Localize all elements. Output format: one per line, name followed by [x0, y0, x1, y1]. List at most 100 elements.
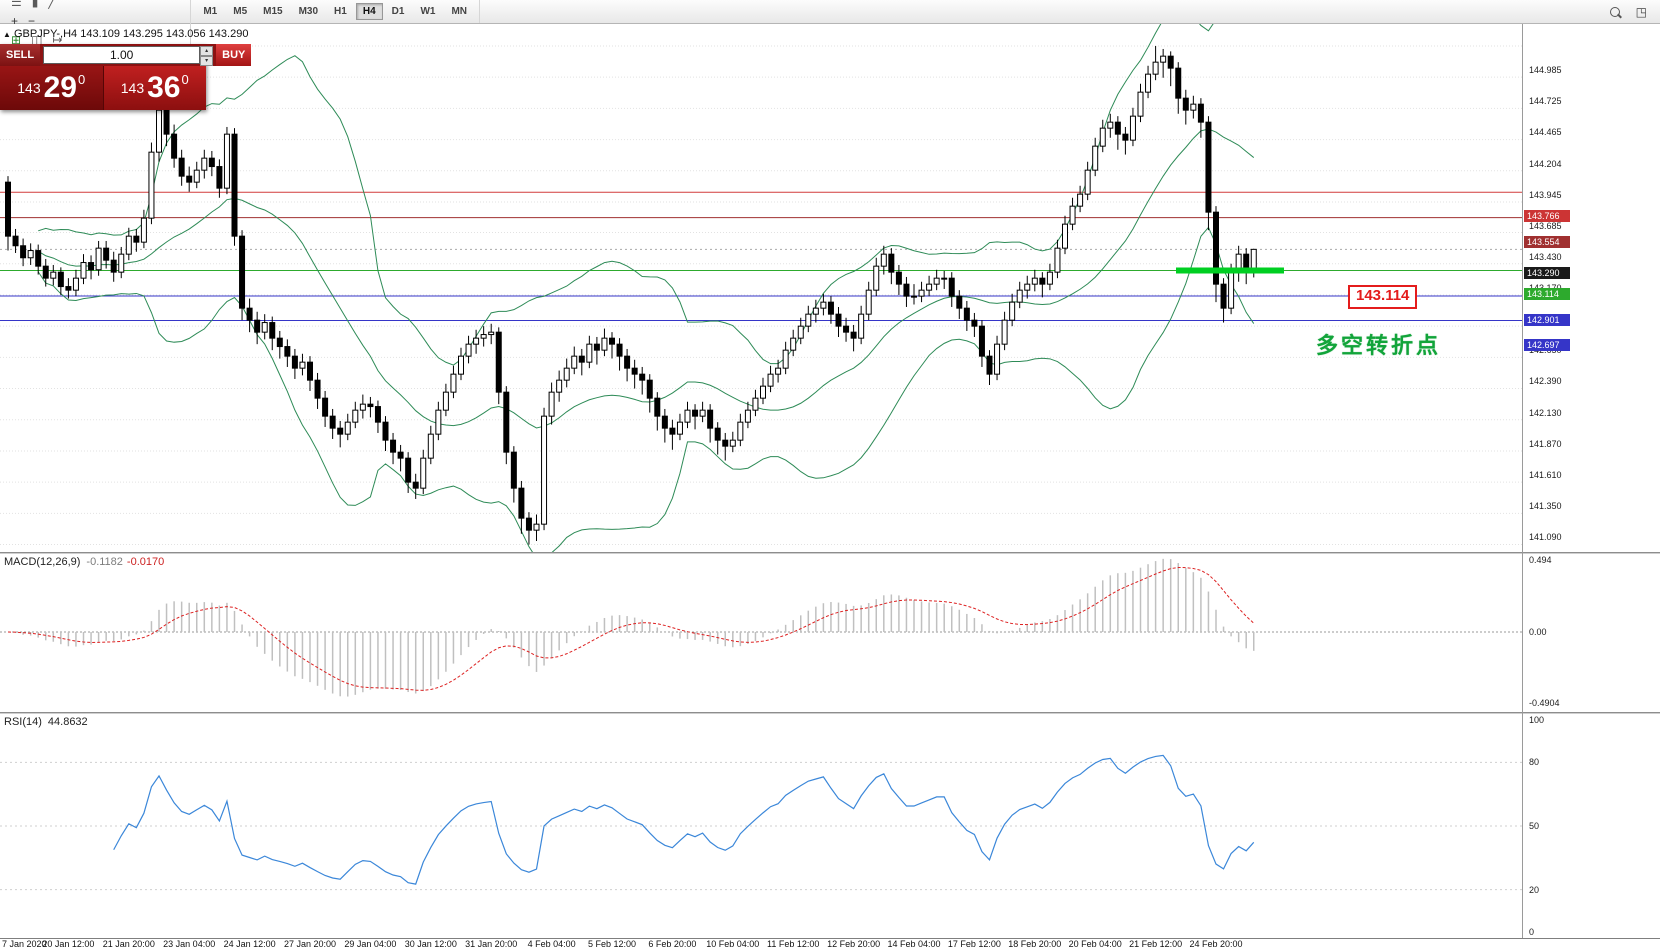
- zoom-group: + −: [2, 11, 192, 31]
- time-label: 20 Feb 04:00: [1068, 939, 1122, 949]
- rsi-name: RSI(14): [4, 716, 42, 728]
- one-click-toggle-icon[interactable]: ▲: [3, 30, 11, 39]
- timeframe-d1[interactable]: D1: [385, 3, 412, 20]
- bar-chart-icon: ☰: [11, 0, 22, 9]
- price-tick: 141.870: [1529, 438, 1562, 449]
- auto-scroll-icon[interactable]: ↦: [47, 31, 67, 50]
- rsi-axis-tick: 20: [1529, 884, 1540, 895]
- time-label: 5 Feb 12:00: [587, 939, 637, 949]
- sell-price-pips: 29: [43, 71, 77, 104]
- zoom-out-icon[interactable]: −: [23, 12, 40, 31]
- sell-price-display[interactable]: 143 29 0: [0, 66, 104, 110]
- rsi-axis-tick: 80: [1529, 757, 1540, 768]
- rsi-panel: RSI(14) 44.8632 100 80 50 20 0: [0, 714, 1660, 938]
- timeframe-m5[interactable]: M5: [226, 3, 254, 20]
- timeframe-h4[interactable]: H4: [355, 3, 383, 20]
- volume-input[interactable]: [43, 46, 201, 64]
- zoom-in-icon[interactable]: +: [6, 12, 23, 31]
- rsi-axis-tick: 50: [1529, 821, 1540, 831]
- price-tick: 144.204: [1529, 158, 1562, 169]
- auto-scroll-icon: ↦: [52, 33, 63, 47]
- new-window-icon: ◳: [1635, 4, 1647, 19]
- volume-up-icon[interactable]: ▴: [200, 46, 214, 56]
- volume-down-icon[interactable]: ▾: [200, 56, 214, 66]
- rsi-canvas[interactable]: [0, 714, 1522, 938]
- sell-price-prefix: 143: [17, 80, 41, 96]
- search-icon[interactable]: [1605, 2, 1625, 21]
- price-tick: 142.390: [1529, 376, 1562, 387]
- chart-area: ▲ GBPJPY-,H4 143.109 143.295 143.056 143…: [0, 24, 1660, 576]
- macd-canvas[interactable]: [0, 554, 1522, 712]
- sell-price-subpip: 0: [78, 71, 86, 87]
- timeframe-w1[interactable]: W1: [413, 3, 442, 20]
- time-label: 12 Feb 20:00: [827, 939, 881, 949]
- time-label: 17 Feb 12:00: [947, 939, 1001, 949]
- time-label: 7 Jan 2020: [2, 939, 47, 949]
- price-tick: 143.945: [1529, 189, 1562, 200]
- timeframe-m15[interactable]: M15: [256, 3, 289, 20]
- price-tick: 143.685: [1529, 220, 1562, 231]
- rsi-axis[interactable]: 100 80 50 20 0: [1523, 714, 1660, 938]
- time-label: 21 Jan 20:00: [102, 939, 155, 949]
- price-tick: 143.430: [1529, 251, 1562, 262]
- search-icon: [1609, 6, 1620, 17]
- cascade-windows-icon[interactable]: ◫: [26, 31, 47, 50]
- panel-splitter[interactable]: [0, 712, 1660, 714]
- price-tick: 144.985: [1529, 64, 1562, 75]
- bar-chart-icon[interactable]: ☰: [6, 0, 27, 12]
- timeframe-m30[interactable]: M30: [292, 3, 325, 20]
- time-label: 31 Jan 20:00: [465, 939, 518, 949]
- timeframe-m1[interactable]: M1: [196, 3, 224, 20]
- candlestick-chart-icon: ▮: [31, 0, 39, 9]
- time-label: 29 Jan 04:00: [344, 939, 397, 949]
- price-badge: 142.697: [1524, 338, 1570, 351]
- new-window-icon[interactable]: ◳: [1631, 2, 1652, 21]
- macd-panel: MACD(12,26,9) -0.1182 -0.0170 0.494 0.00 -0.…: [0, 554, 1660, 712]
- toolbar-right: ◳: [1605, 2, 1652, 21]
- time-label: 23 Jan 04:00: [163, 939, 216, 949]
- buy-button[interactable]: BUY: [216, 44, 252, 66]
- volume-spinner: ▴ ▾: [200, 46, 214, 66]
- time-label: 4 Feb 04:00: [527, 939, 576, 949]
- price-tick: 141.090: [1529, 532, 1562, 543]
- macd-axis-tick: 0.00: [1529, 627, 1547, 637]
- tile-windows-icon[interactable]: ⊞: [6, 31, 26, 50]
- price-tick: 144.725: [1529, 96, 1562, 107]
- time-axis[interactable]: 7 Jan 2020 20 Jan 12:00 21 Jan 20:00 23 Jan…: [0, 938, 1660, 949]
- macd-axis-tick: -0.4904: [1529, 698, 1560, 709]
- panel-splitter[interactable]: [0, 552, 1660, 554]
- one-click-trade-panel: SELL ▴ ▾ BUY 143 29 0 143: [0, 44, 252, 110]
- cascade-windows-icon: ◫: [31, 33, 43, 47]
- time-label: 11 Feb 12:00: [767, 939, 820, 949]
- axis-divider: [1522, 24, 1523, 938]
- annotation-text[interactable]: 多空转折点: [1316, 333, 1442, 358]
- line-chart-icon[interactable]: ╱: [43, 0, 60, 12]
- volume-control: ▴ ▾: [40, 44, 217, 66]
- timeframe-h1[interactable]: H1: [327, 3, 354, 20]
- time-label: 18 Feb 20:00: [1008, 939, 1062, 949]
- time-label: 24 Jan 12:00: [223, 939, 276, 949]
- price-tick: 144.465: [1529, 127, 1562, 138]
- zoom-out-icon: −: [28, 14, 36, 28]
- sell-button[interactable]: SELL: [0, 44, 41, 66]
- price-badge: 143.290: [1524, 267, 1570, 280]
- time-label: 27 Jan 20:00: [283, 939, 337, 949]
- price-callout[interactable]: 143.114: [1348, 285, 1418, 309]
- macd-main-value: -0.1182: [86, 556, 123, 568]
- macd-axis[interactable]: 0.494 0.00 -0.4904: [1523, 554, 1660, 712]
- price-axis[interactable]: 144.985 144.725 144.465 144.204 143.945 143.6…: [1523, 48, 1660, 576]
- main-chart-canvas[interactable]: [0, 24, 1522, 552]
- buy-price-display[interactable]: 143 36 0: [103, 66, 206, 110]
- timeframe-mn[interactable]: MN: [444, 3, 474, 20]
- chart-type-group: ☰ ▮ ╱: [2, 0, 192, 12]
- price-tick: 142.130: [1529, 407, 1562, 418]
- candlestick-chart-icon[interactable]: ▮: [27, 0, 44, 12]
- macd-axis-tick: 0.494: [1529, 555, 1552, 566]
- trade-panel-prices: 143 29 0 143 36 0: [0, 66, 206, 110]
- price-tick: 143.170: [1529, 283, 1562, 293]
- timeframe-toolbar: M1 M5 M15 M30 H1 H4 D1 W1 MN: [191, 0, 480, 23]
- buy-price-prefix: 143: [120, 80, 145, 96]
- time-label: 10 Feb 04:00: [706, 939, 760, 949]
- tile-windows-icon: ⊞: [11, 33, 22, 47]
